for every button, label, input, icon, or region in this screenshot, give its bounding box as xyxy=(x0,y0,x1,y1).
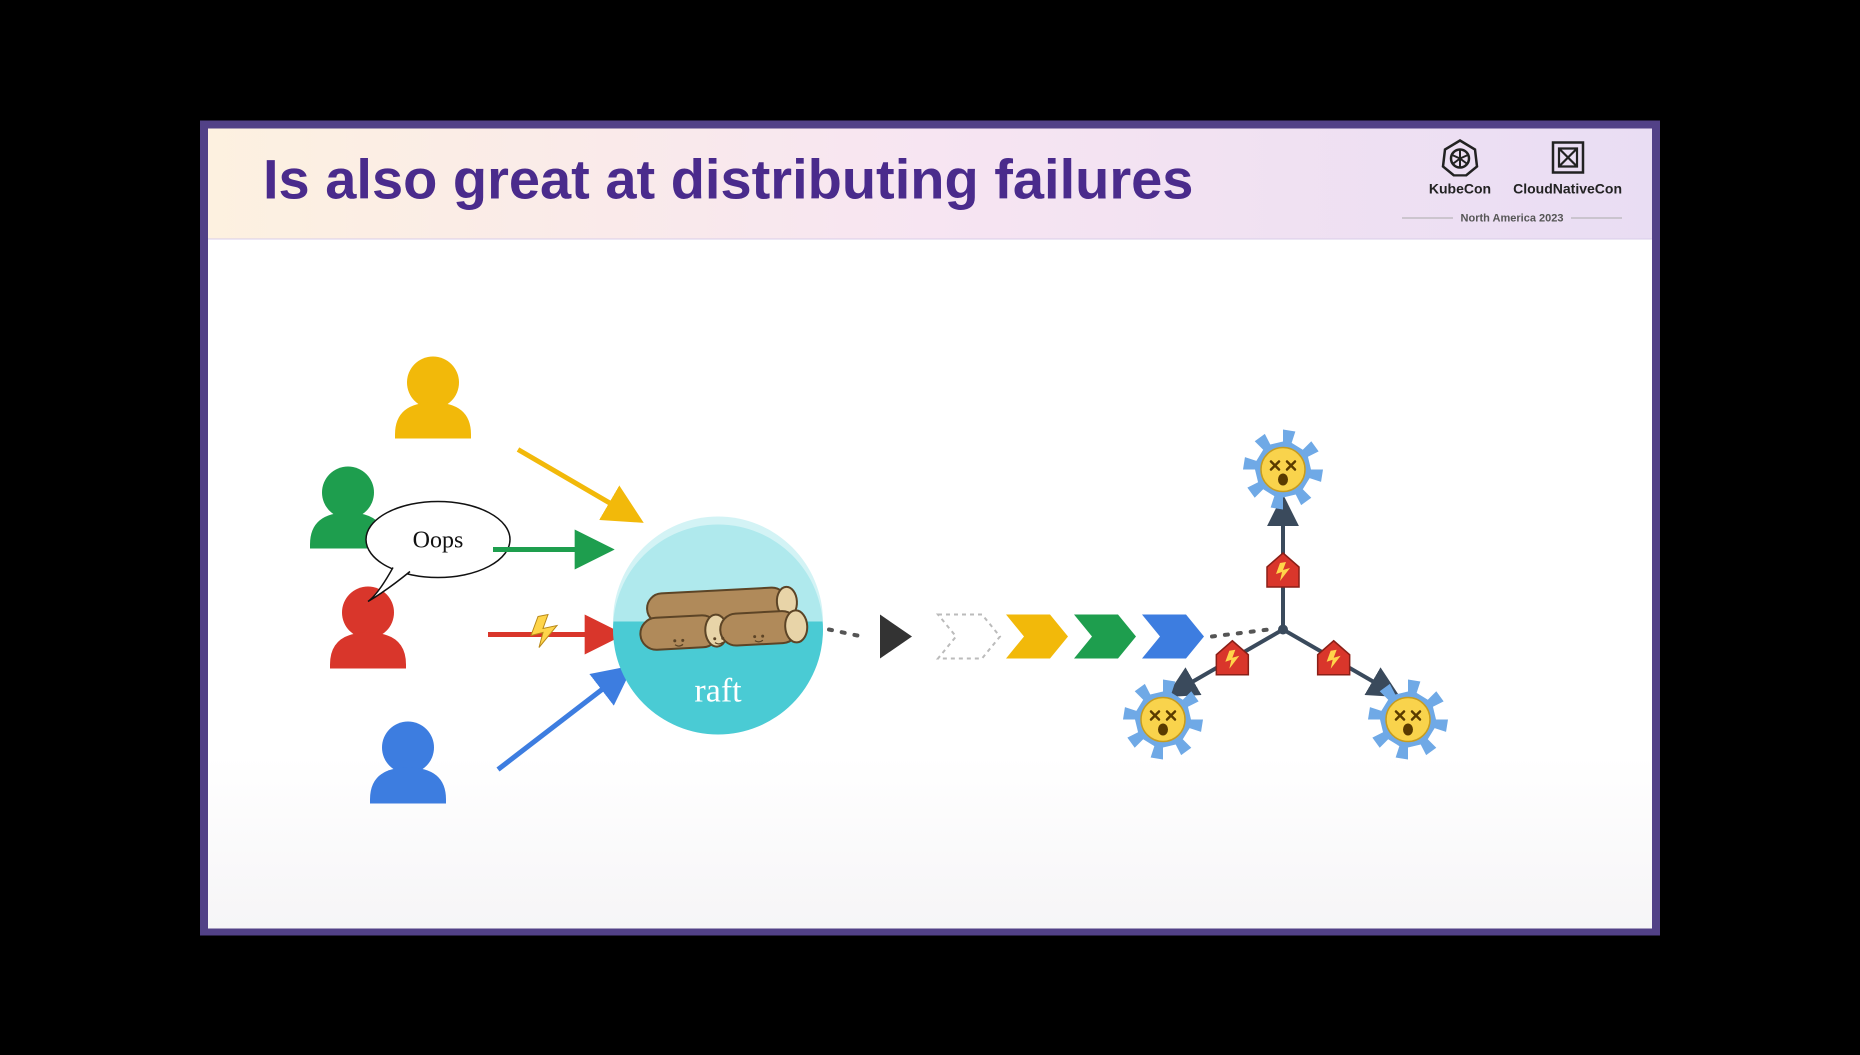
svg-text:Oops: Oops xyxy=(413,527,464,553)
queue-item xyxy=(1006,614,1068,658)
slide-header: Is also great at distributing failures K… xyxy=(208,128,1652,239)
arrow-to-raft xyxy=(498,669,628,769)
spoke-house-icon xyxy=(1267,553,1299,587)
queue-item xyxy=(1142,614,1204,658)
gear-dead-icon xyxy=(1243,429,1323,509)
bolt-icon xyxy=(531,614,557,647)
slide: Is also great at distributing failures K… xyxy=(200,120,1660,935)
conference-logos: KubeCon CloudNativeCon North America 202… xyxy=(1429,138,1622,196)
slide-title: Is also great at distributing failures xyxy=(263,146,1193,211)
kubecon-icon xyxy=(1441,138,1479,176)
conference-subline: North America 2023 xyxy=(1461,212,1564,224)
link-queue-hub xyxy=(1212,629,1269,636)
arrow-to-raft xyxy=(518,449,638,519)
slide-body: Oops raft xyxy=(208,239,1652,928)
gear-dead-icon xyxy=(1123,679,1203,759)
user-blue-icon xyxy=(370,721,446,803)
speech-bubble: Oops xyxy=(366,501,510,601)
user-red-icon xyxy=(330,586,406,668)
queue-item xyxy=(938,614,1000,658)
raft-icon: raft xyxy=(613,516,823,734)
spoke-house-icon xyxy=(1318,640,1350,674)
cloudnativecon-icon xyxy=(1549,138,1587,176)
cloudnativecon-logo: CloudNativeCon xyxy=(1513,138,1622,196)
diagram: Oops raft xyxy=(208,239,1652,928)
user-yellow-icon xyxy=(395,356,471,438)
gear-dead-icon xyxy=(1368,679,1448,759)
queue-item xyxy=(880,614,912,658)
svg-text:raft: raft xyxy=(694,672,742,709)
kubecon-label: KubeCon xyxy=(1429,180,1491,196)
kubecon-logo: KubeCon xyxy=(1429,138,1491,196)
queue-item xyxy=(1074,614,1136,658)
spoke-house-icon xyxy=(1216,640,1248,674)
cloudnativecon-label: CloudNativeCon xyxy=(1513,180,1622,196)
link-raft-queue xyxy=(829,629,862,636)
